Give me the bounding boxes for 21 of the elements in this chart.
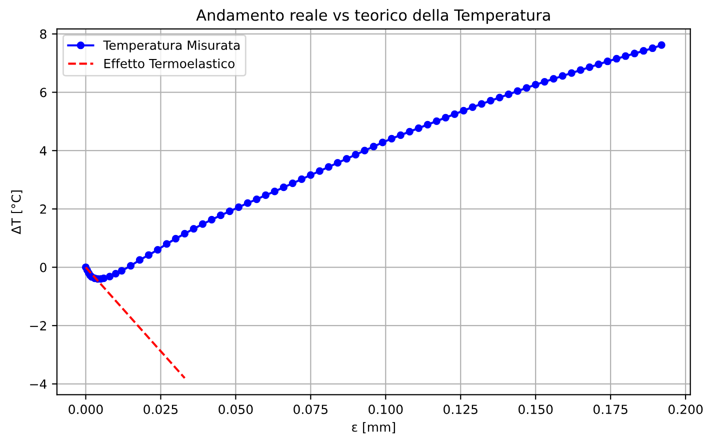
chart-title: Andamento reale vs teorico della Temperatura: [196, 9, 550, 24]
y-tick-label: −4: [30, 380, 47, 389]
y-tick-label: 2: [40, 204, 46, 214]
x-tick-label: 0.175: [594, 404, 628, 414]
y-tick-label: 0: [40, 262, 46, 272]
y-axis-title: ΔT [°C]: [11, 190, 22, 234]
x-tick-label: 0.075: [294, 404, 328, 414]
y-tick-label: 6: [40, 88, 46, 98]
y-tick-label: −2: [30, 321, 46, 330]
x-tick-label: 0.200: [668, 404, 703, 414]
y-tick-label: 8: [40, 29, 46, 39]
legend-label: Temperatura Misurata: [103, 40, 240, 52]
x-tick-label: 0.100: [368, 404, 403, 414]
x-tick-label: 0.050: [218, 404, 253, 414]
x-tick-label: 0.025: [144, 404, 178, 414]
legend-label: Effetto Termoelastico: [104, 58, 234, 68]
x-tick-label: 0.125: [444, 404, 478, 414]
y-tick-label: 4: [40, 146, 47, 156]
x-tick-label: 0.150: [518, 404, 553, 414]
x-tick-label: 0.000: [68, 404, 103, 414]
x-axis-title: ε [mm]: [352, 422, 395, 434]
